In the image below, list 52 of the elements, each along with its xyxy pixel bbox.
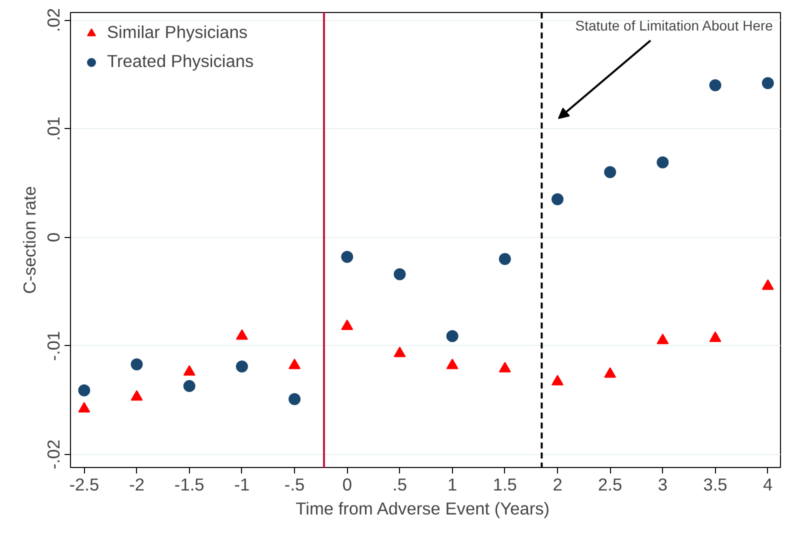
point (183, 380, 196, 392)
y-tick-label: .01 (44, 116, 64, 141)
point (762, 77, 774, 90)
point (709, 79, 722, 92)
point (341, 250, 354, 263)
point (446, 330, 458, 342)
x-tick-label: 4 (763, 474, 774, 494)
x-tick-label: -1.5 (174, 474, 204, 494)
x-tick-label: -.5 (284, 474, 305, 494)
x-tick-label: 1.5 (492, 474, 517, 494)
point (656, 334, 669, 344)
x-tick-label: 2.5 (598, 474, 622, 494)
x-tick-label: -1 (234, 474, 250, 494)
point (341, 319, 354, 330)
y-tick-label: 0 (44, 232, 64, 242)
point (498, 362, 511, 372)
point (130, 390, 143, 401)
point (130, 358, 143, 370)
point (709, 331, 722, 342)
point (604, 166, 616, 178)
point (236, 360, 248, 372)
point (552, 193, 564, 206)
x-axis-title: Time from Adverse Event (Years) (296, 498, 550, 518)
y-tick-label: .02 (44, 8, 64, 32)
point (288, 358, 301, 370)
x-tick-label: 2 (552, 474, 562, 494)
annotation: Statute of Limitation About Here (575, 18, 774, 34)
point (394, 346, 406, 358)
x-tick-label: 3 (658, 474, 668, 494)
point (78, 384, 90, 396)
point (762, 279, 774, 290)
point (236, 329, 248, 340)
x-tick-label: -2 (129, 474, 144, 494)
point (604, 367, 616, 378)
point (183, 365, 196, 376)
point (288, 393, 301, 406)
x-tick-label: 0 (342, 474, 352, 494)
x-tick-label: 3.5 (703, 474, 728, 494)
point (78, 402, 90, 413)
y-tick-label: -.01 (44, 330, 64, 361)
point (498, 253, 511, 265)
point (394, 268, 406, 280)
x-tick-label: -2.5 (69, 474, 100, 494)
y-tick-label: -.02 (44, 440, 64, 470)
x-tick-label: 1 (448, 474, 458, 494)
legend-label: Treated Physicians (107, 51, 254, 72)
legend-label: Similar Physicians (107, 22, 248, 43)
point (656, 156, 669, 168)
x-tick-label: .5 (392, 474, 407, 494)
point (446, 358, 458, 370)
point (552, 374, 564, 386)
y-axis-title: C-section rate (20, 186, 40, 294)
